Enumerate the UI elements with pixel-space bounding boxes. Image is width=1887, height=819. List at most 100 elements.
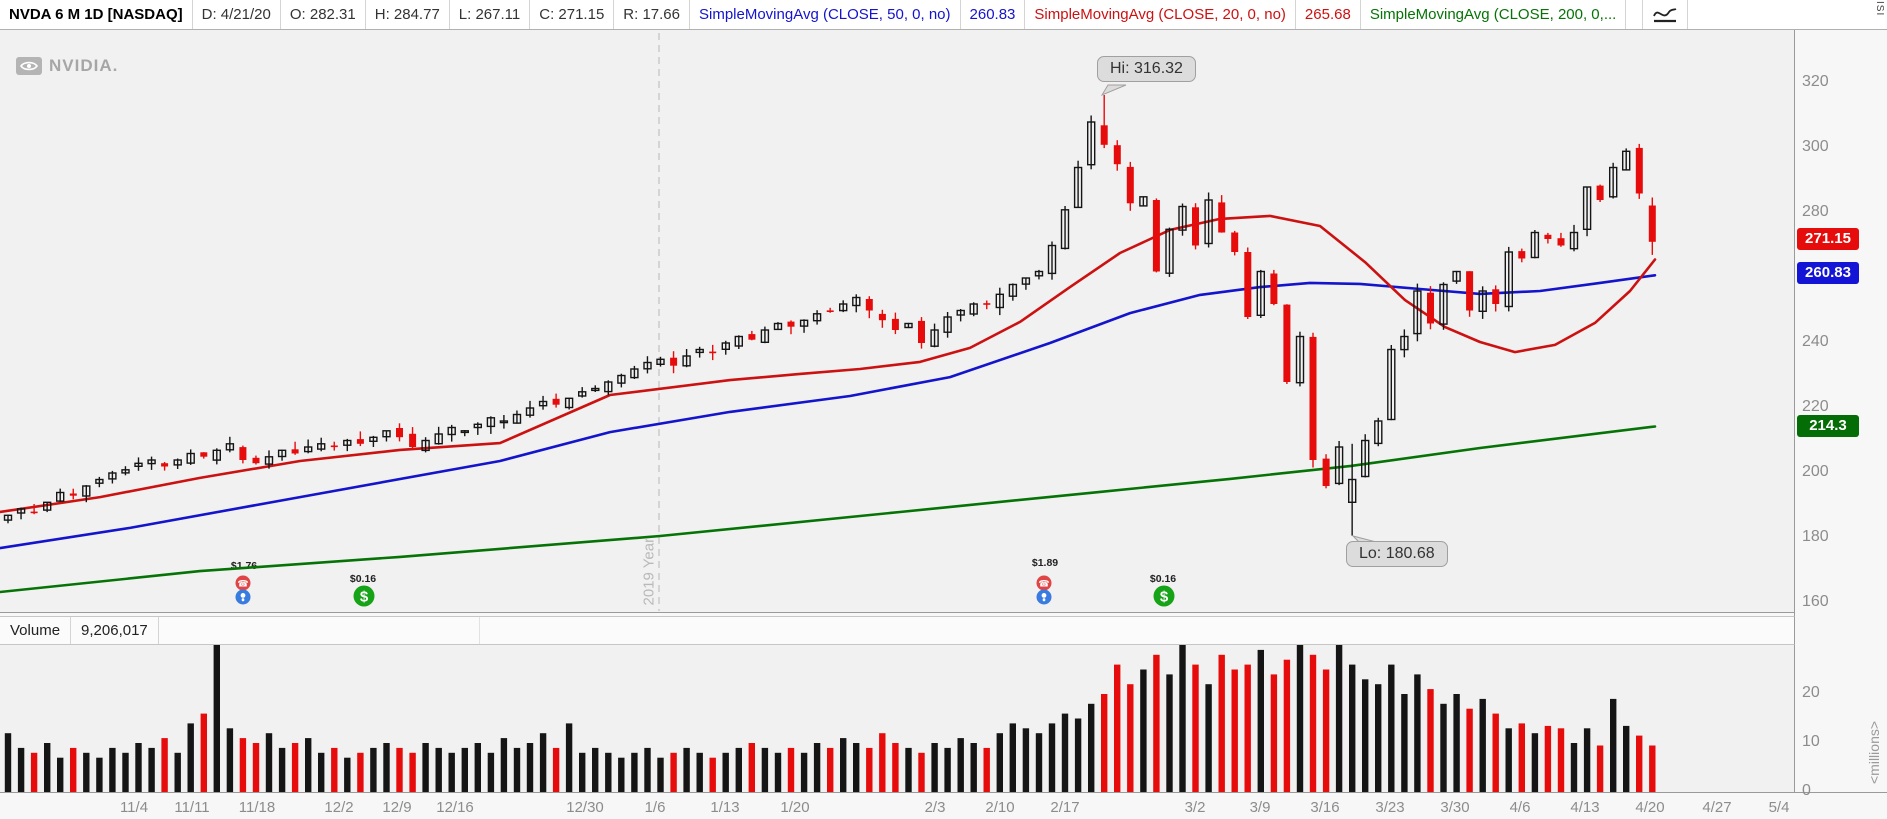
candle-body bbox=[447, 426, 456, 436]
candle-body bbox=[200, 452, 208, 457]
chart-style-icon-cell[interactable] bbox=[1643, 0, 1689, 29]
date-tick-label: 3/9 bbox=[1249, 799, 1271, 816]
event-amount-label: $1.89 bbox=[1032, 557, 1058, 569]
candle-body bbox=[460, 430, 469, 434]
volume-bar bbox=[409, 752, 416, 792]
volume-bar bbox=[70, 747, 77, 792]
volume-bar bbox=[1192, 664, 1199, 792]
candle-body bbox=[473, 423, 482, 429]
spacer-cell bbox=[1626, 0, 1644, 29]
nvidia-watermark-text: NVIDIA. bbox=[49, 56, 119, 75]
sma20-line[interactable] bbox=[0, 214, 1657, 514]
candle-body bbox=[16, 508, 26, 514]
candle-body bbox=[1192, 207, 1199, 246]
event-amount-label: $0.16 bbox=[350, 573, 376, 585]
volume-bar bbox=[787, 747, 795, 792]
volume-bar bbox=[853, 743, 860, 792]
candle-body bbox=[499, 420, 509, 424]
volume-value[interactable]: 9,206,017 bbox=[71, 617, 159, 644]
volume-bar bbox=[1440, 703, 1447, 792]
volume-bar bbox=[592, 747, 599, 792]
candle-body bbox=[1400, 335, 1409, 351]
bulb-glyph bbox=[240, 593, 246, 598]
chart-canvas[interactable]: $1.76 $0.16 $1.89 $0.16 ☎ $ ☎ $ bbox=[0, 30, 1795, 792]
volume-bar bbox=[892, 743, 899, 792]
volume-bar bbox=[1636, 735, 1643, 792]
candle-body bbox=[1608, 166, 1618, 198]
candle-body bbox=[486, 417, 496, 428]
volume-bar bbox=[1375, 684, 1382, 792]
candle-body bbox=[930, 329, 939, 347]
dividend-icon[interactable] bbox=[353, 585, 375, 607]
candle-body bbox=[1073, 166, 1083, 209]
volume-bar bbox=[383, 743, 390, 792]
sma50-value[interactable]: 260.83 bbox=[961, 0, 1026, 29]
volume-bar bbox=[983, 747, 990, 792]
sma200-label[interactable]: SimpleMovingAvg (CLOSE, 200, 0,... bbox=[1361, 0, 1627, 29]
event-amount-label: $0.16 bbox=[1150, 573, 1176, 585]
candle-body bbox=[512, 413, 522, 424]
date-tick-label: 11/18 bbox=[238, 799, 276, 816]
volume-bar bbox=[1505, 728, 1512, 792]
sma50-label[interactable]: SimpleMovingAvg (CLOSE, 50, 0, no) bbox=[690, 0, 961, 29]
candle-body bbox=[865, 299, 873, 311]
range-field: R: 17.66 bbox=[614, 0, 690, 29]
candle-body bbox=[369, 436, 378, 442]
sma200-line[interactable] bbox=[0, 425, 1657, 594]
volume-tick-label: 20 bbox=[1802, 684, 1820, 701]
volume-bar bbox=[1283, 659, 1291, 792]
date-tick-label: 1/6 bbox=[644, 799, 666, 816]
volume-unit-label: <millions> bbox=[1866, 720, 1882, 784]
volume-bar bbox=[1244, 664, 1251, 792]
volume-label[interactable]: Volume bbox=[0, 617, 72, 644]
sma20-label[interactable]: SimpleMovingAvg (CLOSE, 20, 0, no) bbox=[1025, 0, 1296, 29]
candle-body bbox=[186, 452, 195, 464]
volume-bar bbox=[1114, 664, 1121, 792]
dividend-icon[interactable] bbox=[1153, 585, 1175, 607]
conference-call-icon[interactable] bbox=[235, 575, 251, 591]
volume-bar bbox=[722, 752, 729, 792]
candle-body bbox=[225, 443, 235, 451]
last-price-badge: 271.15 bbox=[1797, 228, 1859, 250]
candle-body bbox=[1504, 251, 1514, 308]
volume-bar bbox=[735, 747, 742, 792]
candle-body bbox=[382, 430, 391, 438]
candle-body bbox=[943, 316, 952, 333]
right-edge-tab[interactable]: ISI bbox=[1874, 1, 1885, 17]
candle-body bbox=[630, 368, 639, 379]
candle-body bbox=[956, 309, 965, 316]
volume-bar bbox=[4, 733, 12, 792]
price-tick-label: 300 bbox=[1802, 138, 1829, 155]
volume-bar bbox=[1088, 703, 1095, 792]
date-tick-label: 1/20 bbox=[780, 799, 810, 816]
candle-body bbox=[995, 293, 1004, 309]
candle-body bbox=[839, 303, 848, 312]
date-tick-label: 3/30 bbox=[1440, 799, 1470, 816]
date-tick-label: 5/4 bbox=[1768, 799, 1790, 816]
volume-bar bbox=[17, 747, 25, 792]
candle-body bbox=[1439, 283, 1448, 325]
volume-bar bbox=[291, 743, 299, 792]
volume-bar bbox=[1492, 713, 1499, 792]
candle-body bbox=[1021, 277, 1031, 285]
sma50-line[interactable] bbox=[0, 273, 1657, 550]
volume-tick-label: 0 bbox=[1802, 782, 1811, 799]
candle-body bbox=[904, 322, 913, 329]
volume-bar bbox=[474, 743, 481, 792]
low-field: L: 267.11 bbox=[450, 0, 531, 29]
date-tick-label: 12/16 bbox=[436, 799, 474, 816]
volume-bar bbox=[1414, 674, 1421, 792]
close-field: C: 271.15 bbox=[530, 0, 615, 29]
volume-bar bbox=[579, 752, 586, 792]
sma20-value[interactable]: 265.68 bbox=[1296, 0, 1361, 29]
candle-body bbox=[396, 428, 403, 438]
candle-body bbox=[1126, 166, 1134, 204]
panel-separator bbox=[0, 612, 1795, 617]
price-tick-label: 180 bbox=[1802, 528, 1829, 545]
volume-bar bbox=[670, 752, 677, 792]
candle-body bbox=[1244, 252, 1252, 317]
date-field: D: 4/21/20 bbox=[193, 0, 281, 29]
symbol-title[interactable]: NVDA 6 M 1D [NASDAQ] bbox=[0, 0, 193, 29]
volume-bar bbox=[879, 733, 886, 792]
conference-call-icon[interactable] bbox=[1036, 575, 1052, 591]
